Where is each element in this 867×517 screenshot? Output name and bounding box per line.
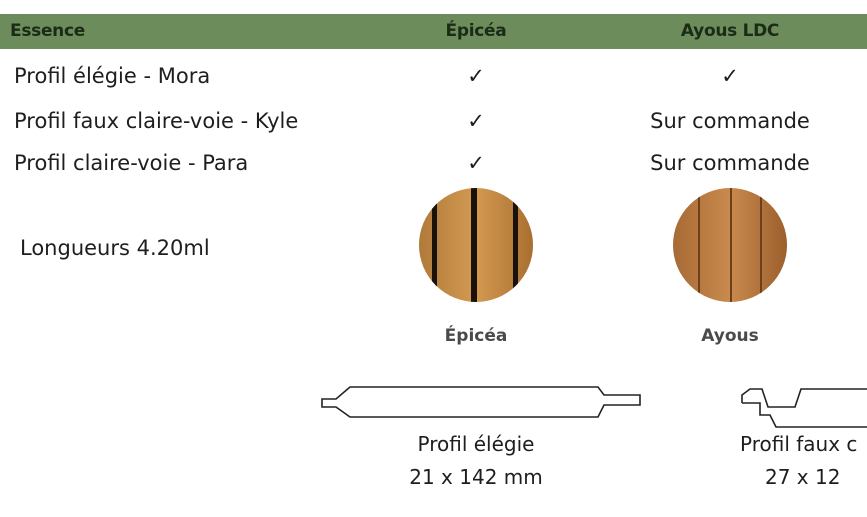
header-cell: Ayous LDC <box>680 21 780 41</box>
header-cell: Essence <box>10 21 85 41</box>
profile-faux-claire-voie <box>741 388 867 428</box>
profile-size: 21 x 142 mm <box>409 465 543 489</box>
cell: ✓ <box>467 64 485 88</box>
profile-name: Profil faux c <box>740 432 858 456</box>
profile-drawings <box>321 386 867 428</box>
cell: Sur commande <box>650 109 810 133</box>
sample-label: Épicéa <box>444 326 508 346</box>
profile-size: 27 x 12 <box>765 465 841 489</box>
epicea-sample <box>419 188 533 302</box>
profile-name: Profil élégie <box>417 432 535 456</box>
header-bar <box>0 14 867 49</box>
lengths: Longueurs 4.20ml <box>20 236 210 260</box>
cell: ✓ <box>721 64 739 88</box>
row-label: Profil claire-voie - Para <box>14 151 249 175</box>
ayous-sample <box>673 188 787 302</box>
cell: ✓ <box>467 109 485 133</box>
wood-samples <box>419 188 787 302</box>
cell: Sur commande <box>650 151 810 175</box>
sample-label: Ayous <box>701 326 759 346</box>
profile-elegie <box>321 386 641 418</box>
header-cell: Épicéa <box>445 21 507 41</box>
cell: ✓ <box>467 151 485 175</box>
row-label: Profil faux claire-voie - Kyle <box>14 109 299 133</box>
row-label: Profil élégie - Mora <box>14 64 211 88</box>
